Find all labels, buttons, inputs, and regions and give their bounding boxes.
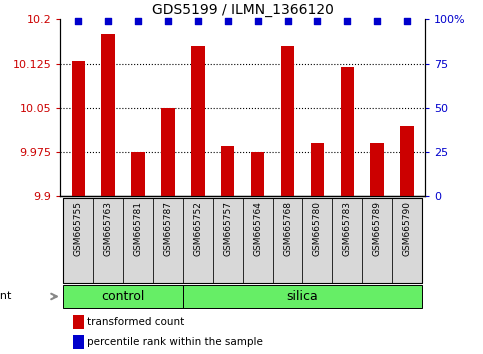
Bar	[332, 198, 362, 283]
Bar	[281, 46, 294, 196]
Bar	[362, 198, 392, 283]
Bar	[131, 152, 145, 196]
Bar	[71, 61, 85, 196]
Bar	[73, 335, 85, 348]
Text: GSM665781: GSM665781	[134, 201, 142, 256]
Point	[284, 18, 291, 24]
Bar	[63, 198, 93, 283]
Bar	[63, 285, 183, 308]
Bar	[400, 126, 414, 196]
Bar	[370, 143, 384, 196]
Text: GSM665764: GSM665764	[253, 201, 262, 256]
Text: GSM665768: GSM665768	[283, 201, 292, 256]
Bar	[251, 152, 264, 196]
Bar	[213, 198, 243, 283]
Point	[343, 18, 351, 24]
Bar	[183, 198, 213, 283]
Bar	[183, 285, 422, 308]
Bar	[101, 34, 115, 196]
Point	[134, 18, 142, 24]
Point	[254, 18, 261, 24]
Text: GSM665752: GSM665752	[193, 201, 202, 256]
Text: percentile rank within the sample: percentile rank within the sample	[86, 337, 263, 347]
Point	[164, 18, 172, 24]
Text: GSM665757: GSM665757	[223, 201, 232, 256]
Bar	[123, 198, 153, 283]
Text: GSM665783: GSM665783	[343, 201, 352, 256]
Text: GSM665790: GSM665790	[403, 201, 412, 256]
Bar	[243, 198, 272, 283]
Bar	[93, 198, 123, 283]
Bar	[191, 46, 205, 196]
Point	[403, 18, 411, 24]
Text: GSM665763: GSM665763	[104, 201, 113, 256]
Bar	[221, 146, 234, 196]
Text: GSM665789: GSM665789	[373, 201, 382, 256]
Text: GSM665787: GSM665787	[163, 201, 172, 256]
Point	[104, 18, 112, 24]
Point	[373, 18, 381, 24]
Bar	[73, 315, 85, 329]
Bar	[302, 198, 332, 283]
Point	[194, 18, 202, 24]
Bar	[153, 198, 183, 283]
Text: transformed count: transformed count	[86, 318, 184, 327]
Text: control: control	[101, 290, 145, 303]
Bar	[161, 108, 175, 196]
Text: silica: silica	[286, 290, 318, 303]
Point	[224, 18, 232, 24]
Text: GSM665780: GSM665780	[313, 201, 322, 256]
Title: GDS5199 / ILMN_1366120: GDS5199 / ILMN_1366120	[152, 3, 334, 17]
Point	[74, 18, 82, 24]
Text: agent: agent	[0, 291, 12, 302]
Bar	[392, 198, 422, 283]
Bar	[341, 67, 354, 196]
Bar	[311, 143, 324, 196]
Point	[313, 18, 321, 24]
Bar	[272, 198, 302, 283]
Text: GSM665755: GSM665755	[74, 201, 83, 256]
